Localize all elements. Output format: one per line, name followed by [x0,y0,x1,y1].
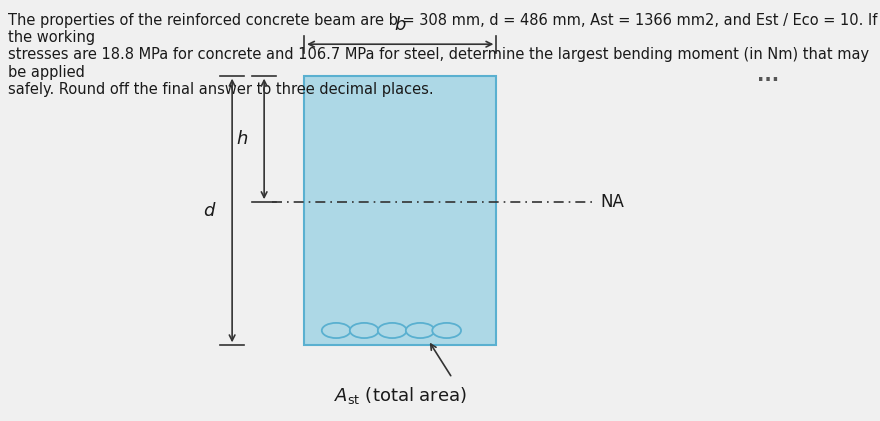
Circle shape [432,323,461,338]
Circle shape [378,323,407,338]
Text: The properties of the reinforced concrete beam are b = 308 mm, d = 486 mm, Ast =: The properties of the reinforced concret… [8,13,877,97]
Text: NA: NA [600,193,624,211]
Text: $d$: $d$ [202,202,216,219]
Text: $h$: $h$ [236,130,248,148]
Circle shape [349,323,378,338]
Text: ...: ... [758,66,780,85]
Circle shape [322,323,350,338]
Text: $b$: $b$ [394,16,407,34]
FancyBboxPatch shape [304,76,496,345]
Circle shape [406,323,435,338]
Text: $A_\mathrm{st}$ (total area): $A_\mathrm{st}$ (total area) [334,385,466,406]
